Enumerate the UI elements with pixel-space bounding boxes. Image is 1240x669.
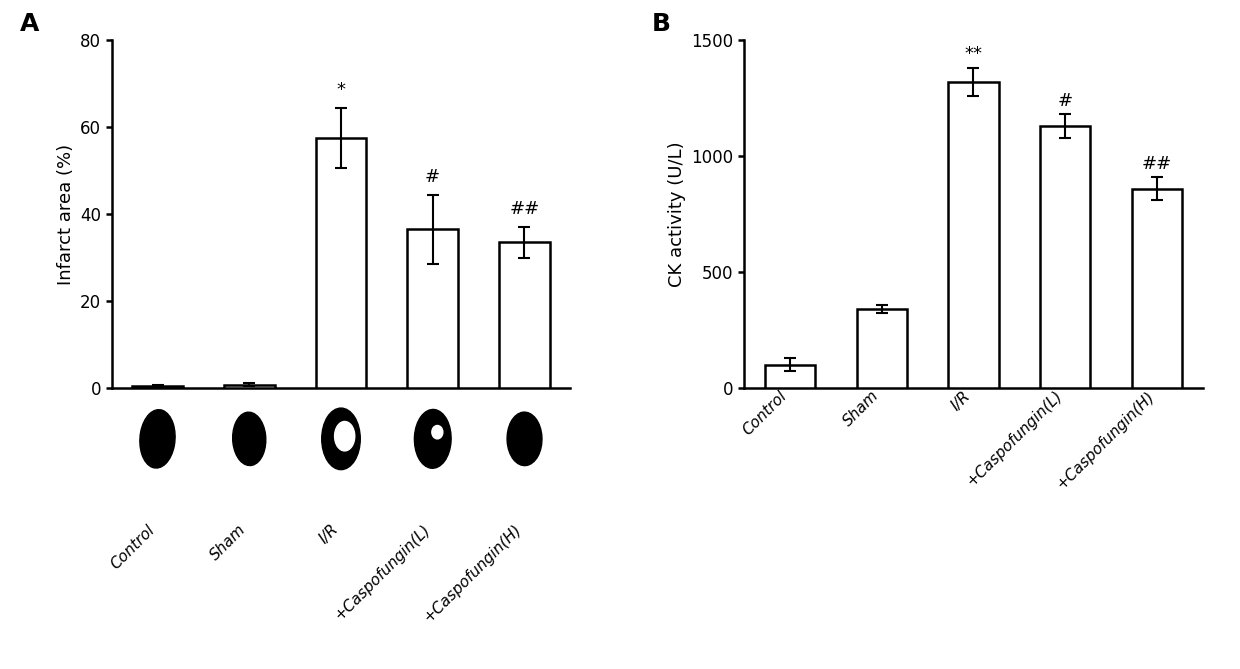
Text: +Caspofungin(L): +Caspofungin(L) — [963, 388, 1065, 490]
Y-axis label: CK activity (U/L): CK activity (U/L) — [668, 141, 686, 287]
Text: #: # — [1058, 92, 1073, 110]
Ellipse shape — [335, 421, 355, 451]
Text: #: # — [425, 168, 440, 186]
Text: I/R: I/R — [316, 522, 341, 547]
Text: B: B — [652, 12, 671, 36]
Text: I/R: I/R — [949, 388, 973, 413]
Y-axis label: Infarct area (%): Infarct area (%) — [57, 144, 74, 284]
Bar — [133, 386, 182, 388]
Ellipse shape — [233, 412, 265, 466]
Ellipse shape — [507, 412, 542, 466]
Text: Control: Control — [108, 522, 157, 572]
Text: +Caspofungin(L): +Caspofungin(L) — [331, 522, 433, 624]
Ellipse shape — [414, 409, 451, 468]
Bar — [765, 365, 815, 388]
Bar — [500, 242, 549, 388]
Ellipse shape — [432, 425, 443, 439]
Text: Control: Control — [740, 388, 790, 438]
Text: +Caspofungin(H): +Caspofungin(H) — [422, 522, 525, 626]
Text: *: * — [336, 81, 346, 99]
Text: ##: ## — [510, 201, 539, 218]
Ellipse shape — [321, 408, 361, 470]
Text: A: A — [20, 12, 40, 36]
Bar — [1040, 126, 1090, 388]
Bar — [857, 309, 906, 388]
Bar — [224, 385, 274, 388]
Text: ##: ## — [1142, 155, 1172, 173]
Bar — [949, 82, 998, 388]
Text: Sham: Sham — [841, 388, 882, 429]
Bar — [1132, 189, 1182, 388]
Bar — [316, 138, 366, 388]
Ellipse shape — [140, 409, 175, 468]
Text: +Caspofungin(H): +Caspofungin(H) — [1054, 388, 1157, 492]
Bar — [408, 229, 458, 388]
Text: **: ** — [965, 45, 982, 64]
Ellipse shape — [329, 446, 336, 454]
Text: Sham: Sham — [208, 522, 249, 563]
